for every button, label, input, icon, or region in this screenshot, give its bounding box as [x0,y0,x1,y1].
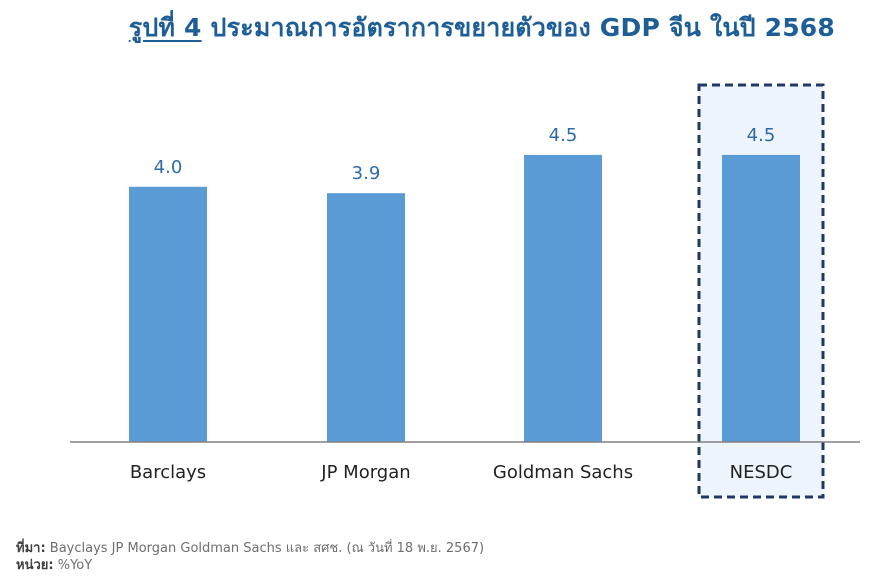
category-label: Barclays [130,462,206,483]
source-text: Bayclays JP Morgan Goldman Sachs และ สศช… [49,541,485,556]
value-label: 4.5 [747,125,776,146]
category-label: NESDC [730,462,793,483]
category-label: JP Morgan [320,462,410,483]
category-label: Goldman Sachs [493,462,633,483]
source-label: ที่มา: [16,541,46,556]
chart-title: รูปที่ 4 ประมาณการอัตราการขยายตัวของ GDP… [129,8,835,48]
bar-goldman-sachs [524,154,602,442]
value-label: 4.5 [549,125,578,146]
value-label: 3.9 [352,163,381,184]
bar-jp-morgan [327,193,405,442]
unit-label: หน่วย: [16,558,54,573]
bar-chart: 4.0 3.9 4.5 4.5 Barclays JP Morgan Goldman Sa… [70,83,860,499]
source-note: ที่มา: Bayclays JP Morgan Goldman Sachs … [16,540,484,557]
value-label: 4.0 [154,157,183,178]
unit-note: หน่วย: %YoY [16,557,484,574]
chart-title-text: ประมาณการอัตราการขยายตัวของ GDP จีน ในปี… [210,13,835,42]
figure-number: รูปที่ 4 [128,13,202,42]
unit-text: %YoY [57,558,93,573]
chart-footer: ที่มา: Bayclays JP Morgan Goldman Sachs … [16,540,484,574]
bar-nesdc [722,154,800,442]
bar-barclays [129,186,207,442]
